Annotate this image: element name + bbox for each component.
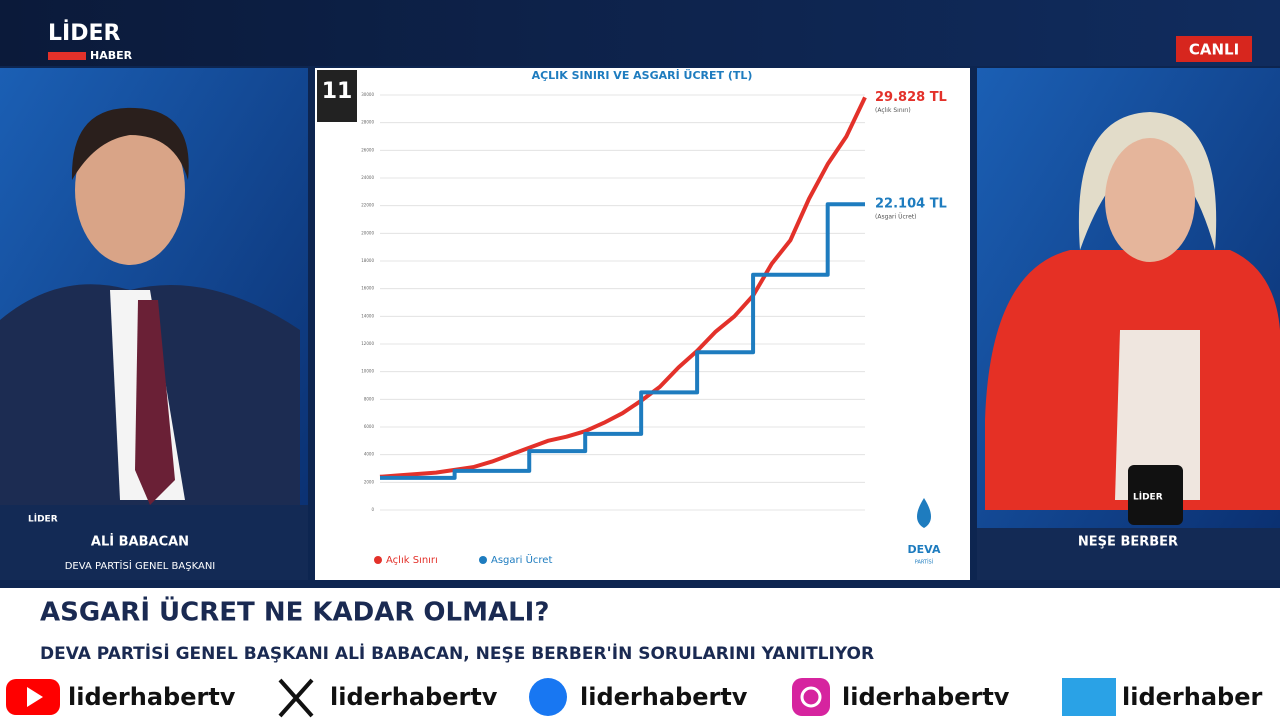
y-tick-label: 14000 xyxy=(361,313,374,318)
logo-sub: HABER xyxy=(90,49,133,62)
y-tick-label: 12000 xyxy=(361,341,374,346)
y-tick-label: 30000 xyxy=(361,92,374,97)
guest-name: ALİ BABACAN xyxy=(91,534,189,550)
guest-tie xyxy=(135,300,175,505)
chart-title: AÇLIK SINIRI VE ASGARİ ÜCRET (TL) xyxy=(532,68,753,82)
nsosyal-icon xyxy=(1062,678,1116,716)
y-tick-label: 2000 xyxy=(364,479,375,484)
logo-bar xyxy=(48,52,86,60)
y-tick-label: 6000 xyxy=(364,424,375,429)
y-tick-label: 0 xyxy=(371,507,374,512)
host-mug-logo: LİDER xyxy=(1133,492,1163,503)
social-icons xyxy=(6,678,1116,718)
host-head xyxy=(1105,138,1195,262)
end-note: (Asgari Ücret) xyxy=(875,214,917,221)
host-name: NEŞE BERBER xyxy=(1078,535,1178,550)
host-top xyxy=(1115,330,1200,500)
y-tick-label: 10000 xyxy=(361,369,374,374)
y-tick-label: 18000 xyxy=(361,258,374,263)
instagram-icon xyxy=(792,678,830,716)
social-handle: liderhabertv xyxy=(68,683,236,711)
legend-label: Asgari Ücret xyxy=(491,553,552,566)
mug-logo: LİDER xyxy=(28,514,58,525)
end-label: 29.828 TL xyxy=(875,90,947,105)
end-note: (Açlık Sınırı) xyxy=(875,107,911,114)
party-sub: PARTİSİ xyxy=(915,559,933,566)
social-handle: liderhabertv xyxy=(330,683,498,711)
legend-dot xyxy=(374,556,382,564)
left-nameplate xyxy=(0,505,308,580)
guest-hair xyxy=(71,107,189,180)
slide-number-box xyxy=(317,70,357,122)
y-tick-label: 24000 xyxy=(361,175,374,180)
party-logo xyxy=(917,498,931,528)
facebook-icon xyxy=(529,678,567,716)
headline: ASGARİ ÜCRET NE KADAR OLMALI? xyxy=(40,595,549,628)
host-mug xyxy=(1128,465,1183,525)
y-tick-label: 8000 xyxy=(364,396,375,401)
legend-dot xyxy=(479,556,487,564)
y-tick-label: 26000 xyxy=(361,147,374,152)
legend-label: Açlık Sınırı xyxy=(386,555,438,566)
right-nameplate xyxy=(977,528,1280,580)
series-line xyxy=(380,202,865,480)
top-bar xyxy=(0,0,1280,66)
y-tick-label: 28000 xyxy=(361,120,374,125)
live-label: CANLI xyxy=(1189,41,1239,59)
guest-role: DEVA PARTİSİ GENEL BAŞKANI xyxy=(65,559,216,572)
slide xyxy=(315,68,970,580)
logo: LİDER xyxy=(48,20,120,46)
guest-head xyxy=(75,115,185,265)
plot: 0 2000 4000 6000 8000 10000 12000 14000 16000 180… xyxy=(361,90,947,566)
social-handle: liderhaber xyxy=(1122,683,1262,711)
slide-number: 11 xyxy=(322,79,353,104)
y-tick-label: 4000 xyxy=(364,452,375,457)
x-icon xyxy=(278,678,314,718)
instagram-lens xyxy=(800,686,822,708)
end-label: 22.104 TL xyxy=(875,197,947,212)
live-badge xyxy=(1176,36,1252,62)
social-handle: liderhabertv xyxy=(580,683,748,711)
y-tick-label: 20000 xyxy=(361,230,374,235)
host-hair xyxy=(1078,112,1217,250)
youtube-play xyxy=(27,687,43,707)
social-handle: liderhabertv xyxy=(842,683,1010,711)
party-name: DEVA xyxy=(908,543,941,556)
y-tick-label: 22000 xyxy=(361,203,374,208)
y-tick-label: 16000 xyxy=(361,286,374,291)
subline: DEVA PARTİSİ GENEL BAŞKANI ALİ BABACAN, … xyxy=(40,642,874,664)
